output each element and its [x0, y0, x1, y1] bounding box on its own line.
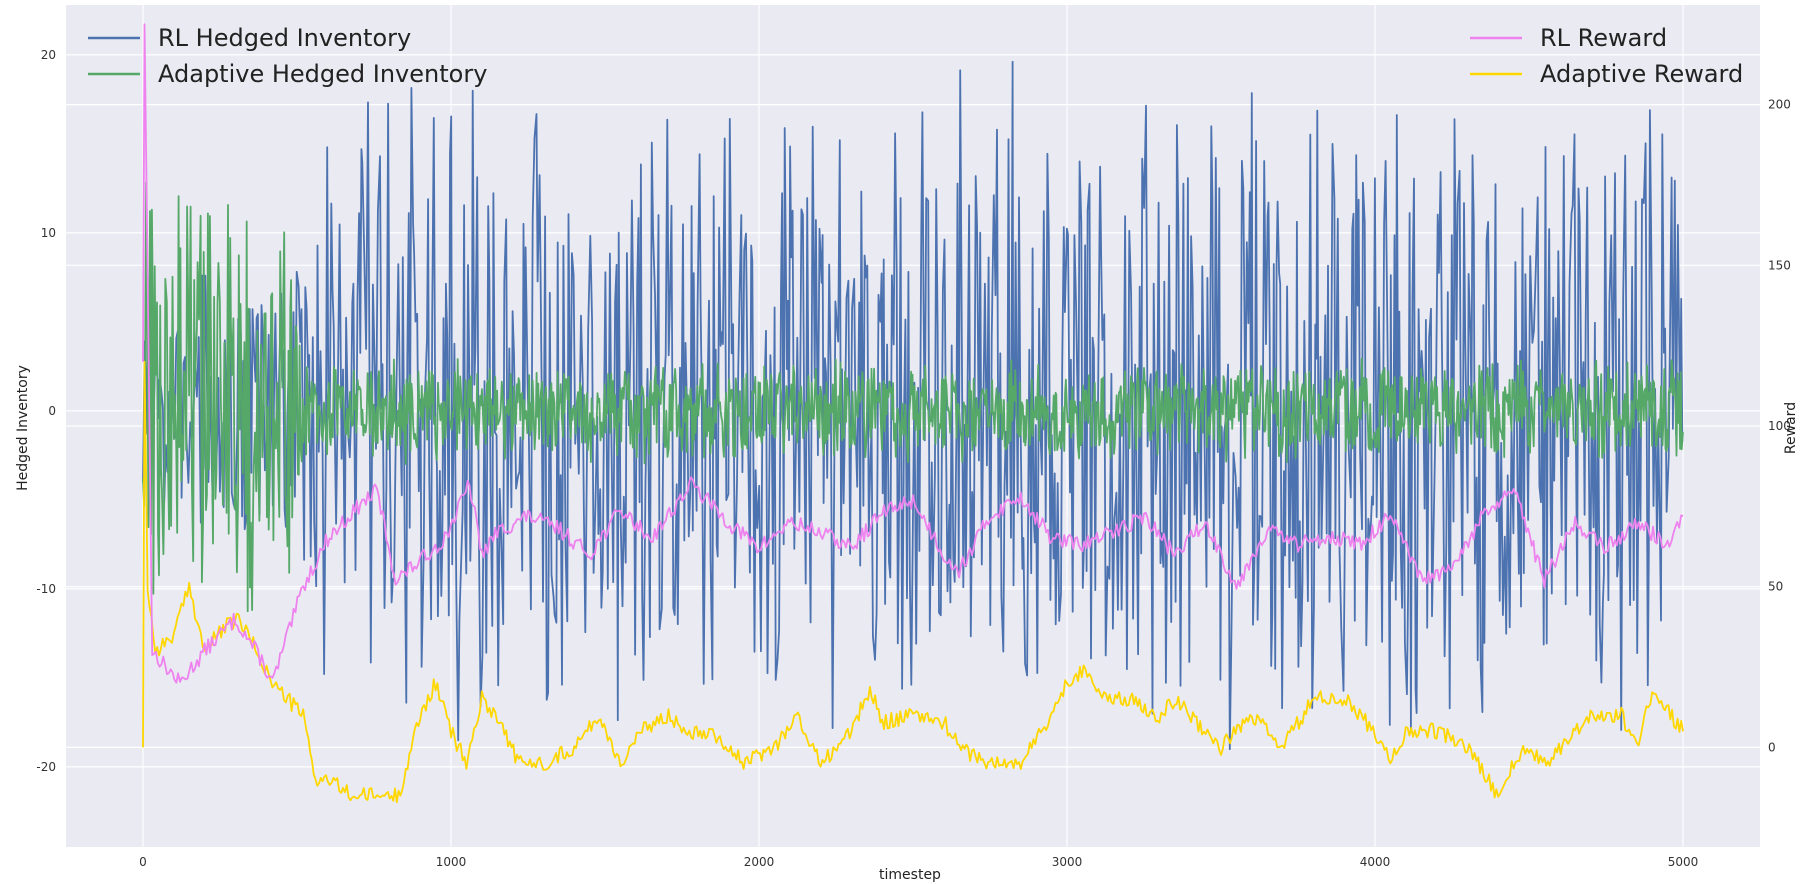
series-layer: [142, 23, 1684, 804]
legend-label-adaptive-reward: Adaptive Reward: [1540, 60, 1743, 88]
y-right-tick-label: 100: [1768, 419, 1791, 433]
series-line-adaptive-reward: [142, 360, 1684, 804]
y-right-tick-label: 200: [1768, 98, 1791, 112]
legend-right: RL Reward Adaptive Reward: [1470, 24, 1743, 88]
y-left-tick-label: -10: [36, 582, 56, 596]
y-right-tick-label: 50: [1768, 580, 1783, 594]
y-axis-right-label: Reward: [1783, 402, 1799, 454]
y-right-tick-label: 0: [1768, 740, 1776, 754]
x-tick-label: 0: [139, 855, 147, 869]
legend-label-rl-hedged-inventory: RL Hedged Inventory: [158, 24, 411, 52]
x-tick-label: 3000: [1052, 855, 1083, 869]
y-axis-left-label: Hedged Inventory: [15, 365, 31, 491]
y-left-tick-label: -20: [36, 760, 56, 774]
x-tick-label: 4000: [1360, 855, 1391, 869]
legend-label-rl-reward: RL Reward: [1540, 24, 1667, 52]
y-left-tick-label: 10: [41, 226, 56, 240]
y-left-tick-label: 20: [41, 48, 56, 62]
x-tick-label: 1000: [436, 855, 467, 869]
x-tick-label: 2000: [744, 855, 775, 869]
y-right-tick-label: 150: [1768, 258, 1791, 272]
legend-label-adaptive-hedged-inventory: Adaptive Hedged Inventory: [158, 60, 487, 88]
y-left-tick-label: 0: [48, 404, 56, 418]
series-line-adaptive-hedged-inventory: [142, 181, 1684, 613]
x-axis-label: timestep: [879, 867, 941, 883]
x-tick-label: 5000: [1668, 855, 1699, 869]
ticks-layer: 0 1000 2000 3000 4000 5000-20-100102005010015…: [36, 48, 1791, 869]
legend-left: RL Hedged Inventory Adaptive Hedged Inve…: [88, 24, 487, 88]
series-line-rl-reward: [142, 23, 1684, 684]
